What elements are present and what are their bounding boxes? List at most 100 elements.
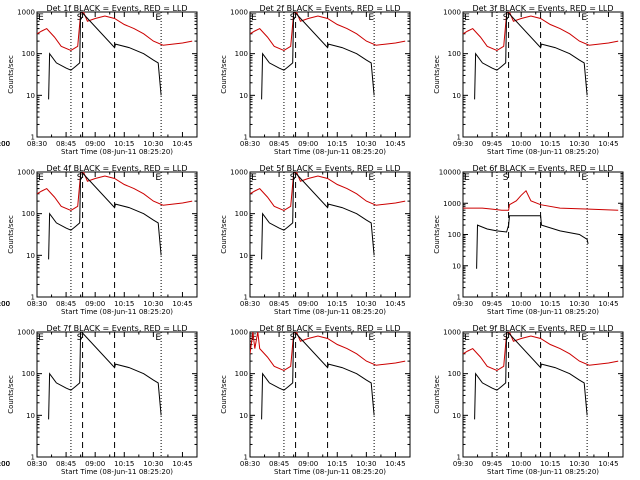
x-tick-label: 10:00: [511, 460, 531, 468]
x-tick-label: 10:15: [327, 460, 347, 468]
event-marker-E: E: [464, 13, 470, 23]
event-marker-E: E: [38, 333, 44, 343]
panel-title: Det 5f BLACK = Events, RED = LLD: [259, 164, 400, 173]
y-tick-label: 10: [26, 252, 35, 260]
event-marker-E: E: [368, 333, 374, 343]
y-tick-label: 100: [235, 210, 248, 218]
y-tick-label: 1000: [17, 9, 35, 17]
event-marker-E: E: [464, 333, 470, 343]
event-marker-E: E: [464, 173, 470, 183]
x-tick-label: 10:45: [385, 300, 405, 308]
events-series-line: [261, 332, 375, 420]
y-tick-label: 10: [452, 262, 461, 270]
x-tick-label: 10:45: [172, 300, 192, 308]
events-series-line: [261, 12, 375, 100]
x-tick-label: 09:00: [85, 140, 105, 148]
events-series-line: [48, 12, 162, 100]
y-tick-label: 100: [235, 370, 248, 378]
event-marker-E: E: [581, 13, 587, 23]
x-tick-label: 11:00: [0, 300, 10, 308]
x-tick-label: 08:30: [240, 140, 260, 148]
panel-det-8: Det 8f BLACK = Events, RED = LLD11010010…: [0, 324, 411, 476]
x-tick-label: 08:30: [240, 460, 260, 468]
y-tick-label: 1: [457, 294, 461, 302]
event-marker-E: E: [251, 333, 257, 343]
x-tick-label: 10:45: [172, 140, 192, 148]
y-tick-label: 1000: [443, 329, 461, 337]
x-axis-label: Start Time (08-Jun-11 08:25:20): [487, 468, 599, 476]
x-tick-label: 09:00: [85, 460, 105, 468]
x-tick-label: 11:00: [0, 140, 10, 148]
panel-det-2: Det 2f BLACK = Events, RED = LLD11010010…: [0, 4, 411, 156]
events-series-line: [476, 215, 589, 269]
x-tick-label: 09:00: [85, 300, 105, 308]
plot-frame: [249, 11, 411, 138]
x-tick-label: 10:45: [385, 140, 405, 148]
panel-title: Det 2f BLACK = Events, RED = LLD: [259, 4, 400, 13]
y-axis-label: Counts/sec: [433, 215, 441, 254]
x-tick-label: 08:30: [27, 460, 47, 468]
x-tick-label: 08:45: [269, 300, 289, 308]
x-tick-label: 10:00: [511, 300, 531, 308]
x-tick-label: 10:30: [569, 140, 589, 148]
events-series-line: [261, 172, 375, 260]
panel-title: Det 3f BLACK = Events, RED = LLD: [472, 4, 613, 13]
y-tick-label: 1: [31, 134, 35, 142]
event-marker-S: S: [77, 333, 83, 343]
x-tick-label: 10:30: [569, 460, 589, 468]
x-tick-label: 09:00: [298, 140, 318, 148]
y-tick-label: 10: [452, 92, 461, 100]
y-tick-label: 1: [457, 134, 461, 142]
panel-det-1: Det 1f BLACK = Events, RED = LLD 1 10 100 10…: [0, 4, 198, 156]
y-tick-label: 100: [448, 50, 461, 58]
panel-det-5: Det 5f BLACK = Events, RED = LLD 1 10 100 10…: [0, 164, 411, 316]
plot-frame: [36, 331, 198, 458]
y-tick-label: 10: [239, 92, 248, 100]
lld-series-line: [463, 12, 619, 51]
lld-series-line: [37, 12, 193, 51]
x-tick-label: 10:30: [356, 140, 376, 148]
x-tick-label: 10:45: [598, 300, 618, 308]
y-tick-label: 1: [31, 294, 35, 302]
y-tick-label: 1: [31, 454, 35, 462]
x-axis-label: Start Time (08-Jun-11 08:25:20): [487, 148, 599, 156]
panel-det-4: Det 4f BLACK = Events, RED = LLD 1 10 100 10…: [0, 164, 198, 316]
event-marker-E: E: [155, 333, 161, 343]
plot-frame: [462, 331, 624, 458]
x-tick-label: 10:45: [598, 140, 618, 148]
x-tick-label: 08:45: [269, 140, 289, 148]
lld-series-line: [250, 12, 406, 51]
x-tick-label: 09:45: [482, 300, 502, 308]
y-axis-label: Counts/sec: [220, 55, 228, 94]
y-tick-label: 1: [244, 454, 248, 462]
y-tick-label: 1: [457, 454, 461, 462]
x-tick-label: 09:30: [453, 140, 473, 148]
x-tick-label: 10:30: [143, 140, 163, 148]
x-tick-label: 10:15: [540, 140, 560, 148]
x-tick-label: 09:00: [298, 300, 318, 308]
x-tick-label: 09:30: [453, 460, 473, 468]
panel-title: Det 4f BLACK = Events, RED = LLD: [46, 164, 187, 173]
x-tick-label: 10:15: [114, 300, 134, 308]
y-tick-label: 1000: [443, 9, 461, 17]
y-tick-label: 10: [26, 92, 35, 100]
x-tick-label: 08:30: [240, 300, 260, 308]
plot-frame: [462, 171, 624, 298]
panel-det-7: Det 7f BLACK = Events, RED = LLD 1 10 100 10…: [0, 324, 198, 476]
x-tick-label: 10:15: [114, 140, 134, 148]
event-marker-E: E: [581, 173, 587, 183]
y-tick-label: 10: [452, 412, 461, 420]
plot-frame: [36, 171, 198, 298]
event-marker-E: E: [38, 13, 44, 23]
y-tick-label: 1000: [17, 169, 35, 177]
x-axis-label: Start Time (08-Jun-11 08:25:20): [274, 148, 386, 156]
x-tick-label: 10:00: [511, 140, 531, 148]
lld-series-line: [463, 189, 619, 211]
y-axis-label: Counts/sec: [220, 375, 228, 414]
events-series-line: [474, 12, 588, 100]
y-tick-label: 1000: [230, 9, 248, 17]
x-tick-label: 08:45: [56, 300, 76, 308]
panel-det-6: Det 6f BLACK = Events, RED = LLD11010010…: [0, 164, 624, 316]
x-tick-label: 09:30: [453, 300, 473, 308]
